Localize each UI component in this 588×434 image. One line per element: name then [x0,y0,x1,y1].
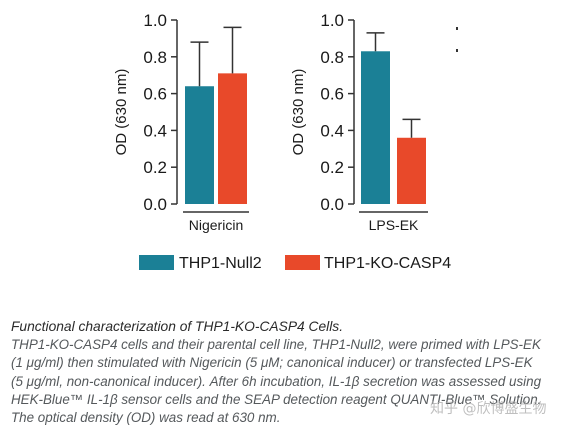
y-tick-label: 0.6 [143,85,167,104]
legend-label: THP1-KO-CASP4 [324,255,451,272]
chart-legend: THP1-Null2 THP1-KO-CASP4 [139,255,451,272]
bar [185,86,214,204]
caption-line: The optical density (OD) was read at 630… [11,410,281,426]
y-tick-label: 0.0 [320,195,344,214]
bar [218,73,247,204]
bar [361,51,390,204]
caption-line: HEK-Blue™ IL-1β sensor cells and the SEA… [11,391,542,407]
legend-label: THP1-Null2 [179,255,262,272]
caption-title: Functional characterization of THP1-KO-C… [11,319,344,334]
legend-swatch [285,255,320,270]
y-tick-label: 1.0 [143,11,167,30]
caption-line: (5 μg/ml, non-canonical inducer). After … [11,373,542,389]
watermark: 知乎 @欣博盛生物 [430,401,547,417]
caption-body: THP1-KO-CASP4 cells and their parental c… [11,336,581,427]
y-tick-label: 0.6 [320,85,344,104]
chart-panel-nigericin: 0.0 0.2 0.4 0.6 0.8 1.0 OD (630 nm) Nigericin [113,11,249,233]
legend-swatch [139,255,174,270]
y-tick-label: 0.2 [143,158,167,177]
y-tick-label: 0.0 [143,195,167,214]
group-label: Nigericin [189,217,243,233]
group-label: LPS-EK [369,217,419,233]
y-tick-label: 0.8 [320,48,344,67]
bar [397,137,426,204]
y-tick-label: 0.2 [320,158,344,177]
y-axis-title: OD (630 nm) [113,69,130,156]
y-tick-label: 0.4 [143,121,167,140]
y-tick-label: 0.4 [320,121,344,140]
caption-line: THP1-KO-CASP4 cells and their parental c… [11,337,541,353]
chart-area: 0.0 0.2 0.4 0.6 0.8 1.0 OD (630 nm) Nigericin 0… [113,11,458,272]
chart-panel-lps-ek: 0.0 0.2 0.4 0.6 0.8 1.0 OD (630 nm) LPS-EK [290,11,428,233]
figure-caption: Functional characterization of THP1-KO-C… [11,318,581,427]
caption-line: (1 μg/ml) then stimulated with Nigericin… [11,355,533,371]
y-axis-title: OD (630 nm) [290,69,307,156]
decorative-marks [456,27,458,52]
y-tick-label: 0.8 [143,48,167,67]
y-tick-label: 1.0 [320,11,344,30]
